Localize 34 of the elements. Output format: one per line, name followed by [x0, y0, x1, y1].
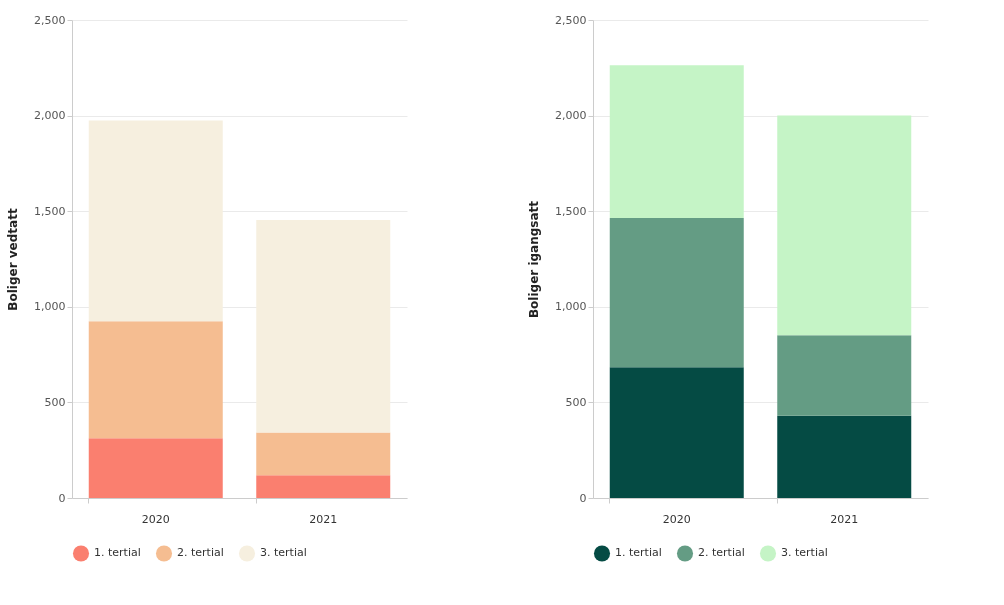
- y-tick-label: 2,000: [555, 109, 587, 123]
- bar: [777, 115, 912, 336]
- y-tick-label: 1,500: [555, 204, 587, 218]
- bar: [609, 367, 744, 498]
- legend-label: 3. tertial: [260, 546, 307, 560]
- bar: [256, 432, 391, 476]
- bar: [777, 335, 912, 416]
- bar: [88, 321, 223, 439]
- bar: [88, 438, 223, 498]
- y-tick-label: 1,000: [34, 300, 66, 314]
- x-tick-label: 2020: [662, 512, 691, 526]
- y-tick-label: 500: [44, 395, 66, 409]
- y-tick-label: 2,500: [555, 13, 587, 27]
- y-tick-label: 500: [565, 395, 587, 409]
- legend-label: 1. tertial: [615, 546, 662, 560]
- y-tick-label: 0: [579, 491, 587, 505]
- legend-label: 2. tertial: [698, 546, 745, 560]
- legend-label: 2. tertial: [177, 546, 224, 560]
- bar: [609, 217, 744, 368]
- y-axis-title: Boliger vedtatt: [6, 208, 21, 311]
- x-tick-label: 2021: [830, 512, 859, 526]
- bar: [609, 65, 744, 218]
- y-axis-title: Boliger igangsatt: [527, 200, 542, 319]
- legend-label: 3. tertial: [781, 546, 828, 560]
- legend-label: 1. tertial: [94, 546, 141, 560]
- y-tick-label: 1,500: [34, 204, 66, 218]
- x-tick-label: 2021: [309, 512, 338, 526]
- y-tick-label: 2,000: [34, 109, 66, 123]
- y-tick-label: 2,500: [34, 13, 66, 27]
- bar: [256, 475, 391, 498]
- x-tick-label: 2020: [141, 512, 170, 526]
- y-tick-label: 1,000: [555, 300, 587, 314]
- bar: [777, 415, 912, 498]
- y-tick-label: 0: [58, 491, 66, 505]
